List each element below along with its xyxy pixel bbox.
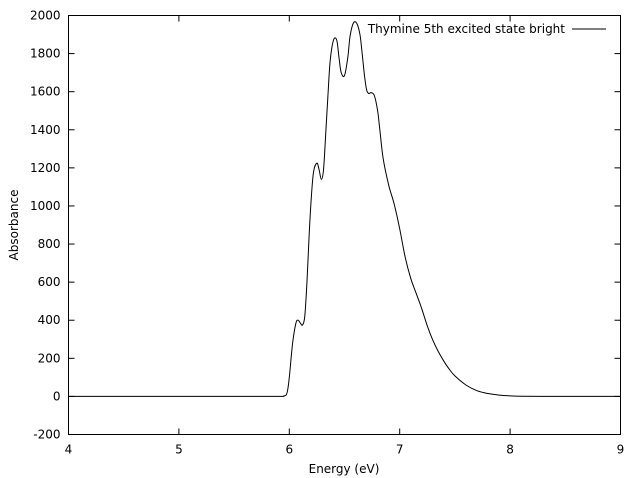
y-tick-label: 1600	[30, 85, 61, 99]
x-tick-label: 7	[396, 443, 404, 457]
y-tick-label: 1000	[30, 199, 61, 213]
legend: Thymine 5th excited state bright	[367, 22, 606, 36]
y-tick-label: -200	[33, 428, 60, 442]
y-tick-label: 600	[38, 275, 61, 289]
plot-frame	[68, 15, 621, 435]
y-tick-label: 200	[38, 351, 61, 365]
x-tick-label: 6	[285, 443, 293, 457]
x-tick-label: 4	[65, 443, 73, 457]
y-tick-label: 2000	[30, 9, 61, 23]
series-layer	[68, 21, 621, 397]
y-tick-label: 800	[38, 237, 61, 251]
y-tick-label: 1400	[30, 123, 61, 137]
x-axis-ticks: 4 5 6 7 8 9	[65, 15, 625, 457]
y-tick-label: 400	[38, 313, 61, 327]
y-tick-label: 0	[53, 389, 61, 403]
legend-label: Thymine 5th excited state bright	[367, 22, 565, 36]
x-axis-label: Energy (eV)	[309, 462, 380, 476]
x-tick-label: 9	[617, 443, 625, 457]
y-axis-label: Absorbance	[7, 190, 21, 261]
x-tick-label: 8	[506, 443, 514, 457]
y-axis-ticks: -200 0 200 400 600 800 1000 1200 1400 1600 1800 200…	[30, 9, 621, 442]
y-tick-label: 1200	[30, 161, 61, 175]
y-tick-label: 1800	[30, 47, 61, 61]
series-line	[68, 21, 621, 397]
x-tick-label: 5	[175, 443, 183, 457]
